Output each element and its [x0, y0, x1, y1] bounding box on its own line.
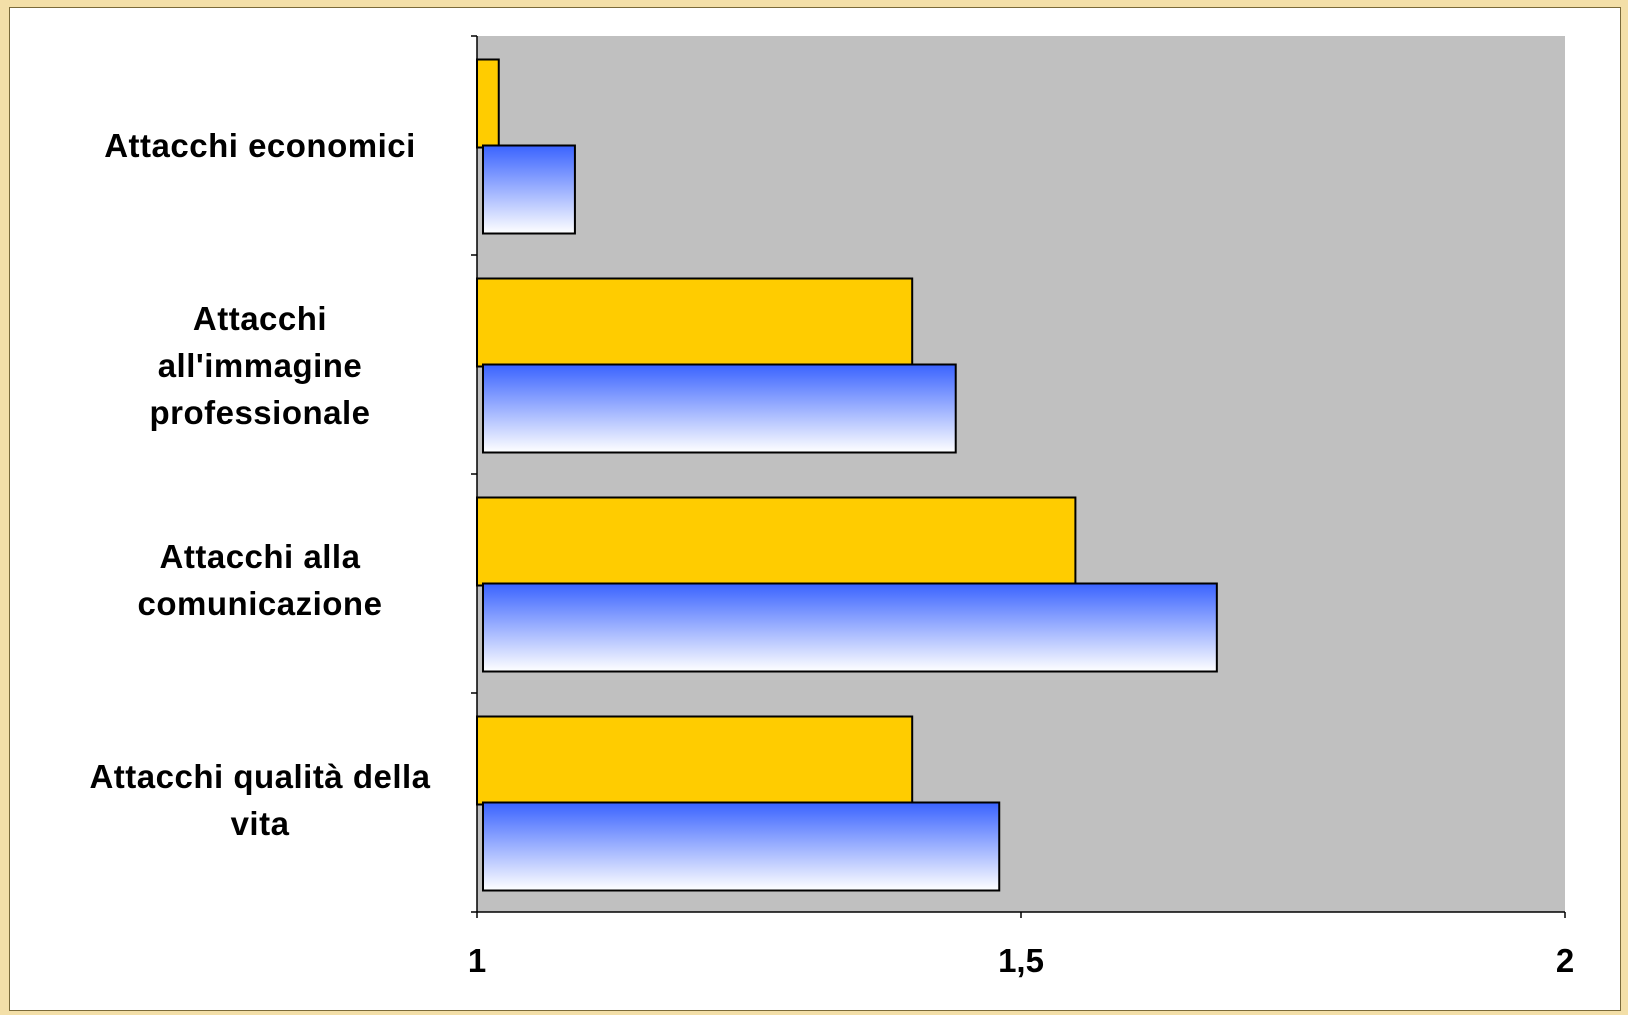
- bar-series1-3: [476, 715, 914, 806]
- x-tick-label-0: 1: [467, 942, 487, 979]
- bar-series2-3: [482, 801, 1001, 892]
- bar-series1-0: [476, 58, 500, 149]
- x-tick-label-2: 2: [1555, 942, 1575, 979]
- bar-series2-1: [482, 363, 957, 454]
- bar-series2-2: [482, 582, 1218, 673]
- x-tick-label-1: 1,5: [998, 942, 1044, 979]
- category-label-0: Attacchi economici: [104, 126, 416, 164]
- bar-series1-2: [476, 496, 1077, 587]
- category-label-2: Attacchi alla comunicazione: [137, 538, 383, 622]
- bar-series2-0: [482, 144, 576, 235]
- category-label-1: Attacchi all'immagine professionale: [149, 299, 371, 431]
- bar-series1-1: [476, 277, 914, 368]
- category-label-3: Attacchi qualità della vita: [89, 758, 431, 842]
